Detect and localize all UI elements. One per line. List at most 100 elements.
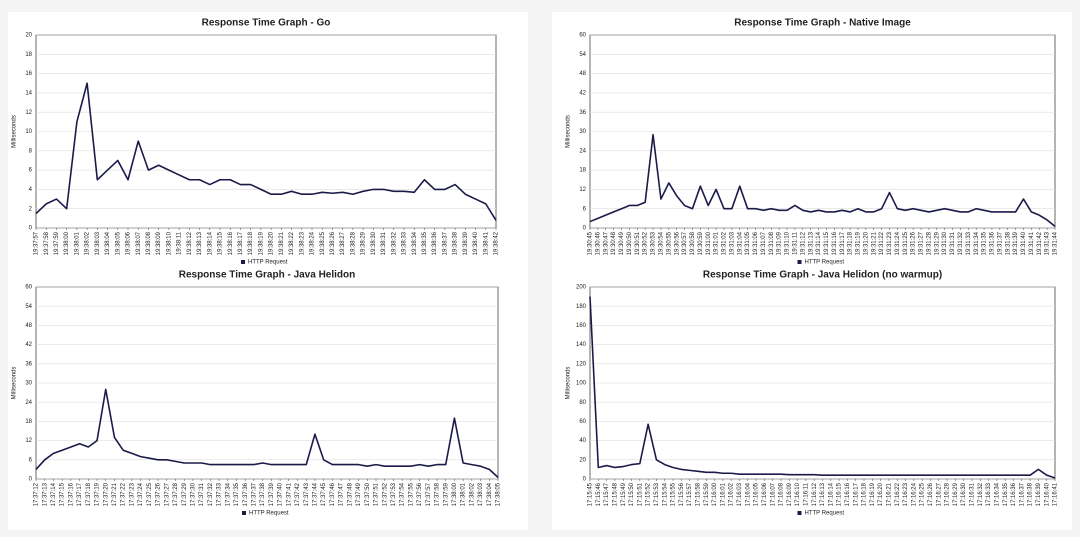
x-tick-label: 17:37:40 bbox=[278, 482, 284, 506]
data-line bbox=[589, 296, 1056, 479]
x-tick-label: 17:37:37 bbox=[252, 482, 258, 506]
x-tick-label: 17:15:49 bbox=[621, 482, 627, 506]
x-tick-label: 19:31:39 bbox=[1013, 231, 1019, 255]
x-tick-label: 19:38:02 bbox=[85, 231, 91, 255]
legend-label: HTTP Request bbox=[805, 260, 845, 266]
y-tick-label: 48 bbox=[579, 71, 586, 77]
y-tick-label: 16 bbox=[25, 71, 32, 77]
x-tick-label: 19:31:31 bbox=[950, 231, 956, 255]
x-tick-label: 19:31:06 bbox=[753, 231, 759, 255]
y-tick-label: 42 bbox=[25, 342, 32, 348]
x-tick-label: 19:37:57 bbox=[34, 231, 40, 255]
y-tick-label: 60 bbox=[579, 419, 586, 425]
y-tick-label: 24 bbox=[579, 148, 586, 154]
x-tick-label: 17:16:36 bbox=[1011, 482, 1017, 506]
x-tick-label: 17:15:45 bbox=[588, 482, 594, 506]
x-tick-label: 17:16:09 bbox=[787, 482, 793, 506]
x-tick-label: 19:31:13 bbox=[808, 231, 814, 255]
x-tick-label: 17:37:36 bbox=[243, 482, 249, 506]
x-tick-label: 19:38:24 bbox=[310, 231, 316, 255]
x-tick-label: 19:30:52 bbox=[643, 231, 649, 255]
x-tick-label: 17:15:48 bbox=[612, 482, 618, 506]
legend-swatch bbox=[797, 511, 802, 515]
x-tick-label: 19:31:27 bbox=[919, 231, 925, 255]
x-tick-label: 19:31:02 bbox=[722, 231, 728, 255]
x-tick-label: 17:37:46 bbox=[330, 482, 336, 506]
x-tick-label: 17:16:02 bbox=[729, 482, 735, 506]
y-tick-label: 120 bbox=[576, 361, 587, 367]
x-tick-label: 17:16:15 bbox=[837, 482, 843, 506]
x-tick-label: 17:37:30 bbox=[190, 482, 196, 506]
x-tick-label: 19:31:23 bbox=[887, 231, 893, 255]
y-tick-label: 0 bbox=[29, 226, 33, 232]
legend-label: HTTP Request bbox=[248, 260, 288, 266]
y-tick-label: 0 bbox=[583, 226, 587, 232]
x-tick-label: 19:30:47 bbox=[603, 231, 609, 255]
y-tick-label: 24 bbox=[25, 400, 32, 406]
x-tick-label: 17:37:28 bbox=[173, 482, 179, 506]
x-tick-label: 17:37:27 bbox=[164, 482, 170, 506]
x-tick-label: 19:31:37 bbox=[997, 231, 1003, 255]
x-tick-label: 17:38:00 bbox=[452, 482, 458, 506]
x-tick-label: 17:37:32 bbox=[208, 482, 214, 506]
x-tick-label: 19:38:04 bbox=[105, 231, 111, 255]
x-tick-label: 19:31:18 bbox=[848, 231, 854, 255]
x-tick-label: 17:37:19 bbox=[95, 482, 101, 506]
x-tick-label: 19:31:11 bbox=[792, 231, 798, 255]
x-tick-label: 19:38:07 bbox=[136, 231, 142, 255]
y-tick-label: 10 bbox=[25, 129, 32, 135]
x-tick-label: 17:15:51 bbox=[637, 482, 643, 506]
x-tick-label: 17:16:25 bbox=[920, 482, 926, 506]
x-tick-label: 17:37:53 bbox=[391, 482, 397, 506]
x-tick-label: 19:30:59 bbox=[698, 231, 704, 255]
x-tick-label: 17:16:40 bbox=[1044, 482, 1050, 506]
chart-title: Response Time Graph - Native Image bbox=[734, 18, 911, 29]
y-tick-label: 30 bbox=[579, 129, 586, 135]
x-tick-label: 19:38:14 bbox=[207, 231, 213, 255]
x-tick-label: 19:38:06 bbox=[126, 231, 132, 255]
y-tick-label: 60 bbox=[25, 285, 32, 291]
x-tick-label: 19:30:54 bbox=[659, 231, 665, 255]
y-tick-label: 80 bbox=[579, 400, 586, 406]
x-tick-label: 17:38:02 bbox=[469, 482, 475, 506]
x-tick-label: 17:37:57 bbox=[426, 482, 432, 506]
legend-label: HTTP Request bbox=[249, 511, 289, 517]
x-tick-label: 17:16:11 bbox=[803, 482, 809, 506]
x-tick-label: 19:31:04 bbox=[737, 231, 743, 255]
y-tick-label: 6 bbox=[29, 168, 33, 174]
x-tick-label: 17:37:42 bbox=[295, 482, 301, 506]
x-tick-label: 19:38:18 bbox=[248, 231, 254, 255]
x-tick-label: 19:31:09 bbox=[777, 231, 783, 255]
x-tick-label: 17:37:45 bbox=[321, 482, 327, 506]
y-tick-label: 180 bbox=[576, 304, 587, 310]
legend-label: HTTP Request bbox=[805, 511, 845, 517]
x-tick-label: 19:31:16 bbox=[832, 231, 838, 255]
y-tick-label: 48 bbox=[25, 323, 32, 329]
x-tick-label: 17:16:30 bbox=[961, 482, 967, 506]
x-tick-label: 17:16:06 bbox=[762, 482, 768, 506]
x-tick-label: 19:30:46 bbox=[595, 231, 601, 255]
x-tick-label: 19:31:38 bbox=[1005, 231, 1011, 255]
y-tick-label: 100 bbox=[576, 381, 587, 387]
x-tick-label: 17:16:18 bbox=[862, 482, 868, 506]
x-tick-label: 19:31:36 bbox=[990, 231, 996, 255]
x-tick-label: 17:37:59 bbox=[443, 482, 449, 506]
x-tick-label: 17:16:04 bbox=[745, 482, 751, 506]
x-tick-label: 19:38:37 bbox=[442, 231, 448, 255]
chart-title: Response Time Graph - Java Helidon (no w… bbox=[703, 270, 942, 281]
x-tick-label: 19:30:56 bbox=[674, 231, 680, 255]
legend-swatch bbox=[242, 511, 246, 515]
x-tick-label: 17:16:07 bbox=[770, 482, 776, 506]
x-tick-label: 17:16:05 bbox=[754, 482, 760, 506]
x-tick-label: 17:16:27 bbox=[936, 482, 942, 506]
x-tick-label: 17:16:37 bbox=[1019, 482, 1025, 506]
x-tick-label: 17:16:22 bbox=[895, 482, 901, 506]
x-tick-label: 17:37:54 bbox=[400, 482, 406, 506]
y-tick-label: 36 bbox=[25, 361, 32, 367]
x-tick-label: 17:16:16 bbox=[845, 482, 851, 506]
y-tick-label: 6 bbox=[583, 206, 587, 212]
x-tick-label: 17:15:46 bbox=[596, 482, 602, 506]
x-tick-label: 19:30:48 bbox=[611, 231, 617, 255]
x-tick-label: 19:31:03 bbox=[729, 231, 735, 255]
